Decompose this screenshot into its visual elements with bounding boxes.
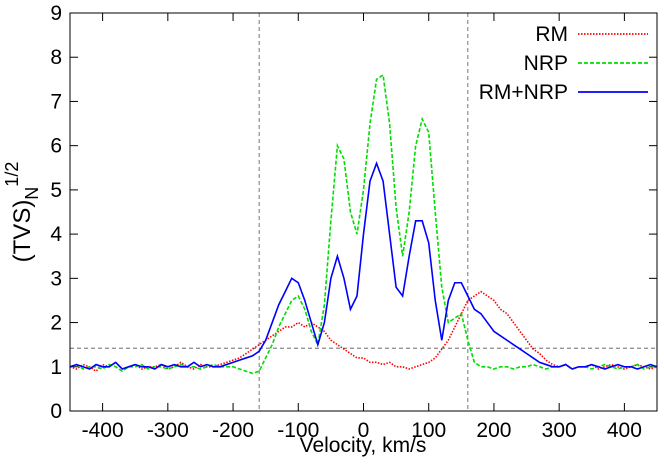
x-tick-label: 0 [358,419,370,442]
x-tick-label: -300 [147,419,189,442]
y-tick-label: 6 [50,135,62,158]
series-line [69,73,657,375]
x-tick-label: 300 [542,419,577,442]
legend-label: RM [535,23,568,46]
y-label-sup: 1/2 [2,162,22,187]
x-tick-label: -100 [277,419,319,442]
x-tick-label: -400 [82,419,124,442]
y-tick-label: 0 [50,400,62,423]
y-label-sub: N [22,187,42,200]
x-tick-label: 200 [476,419,511,442]
x-tick-label: -200 [212,419,254,442]
legend-label: NRP [524,52,568,75]
y-tick-label: 9 [50,2,62,25]
y-tick-label: 2 [50,312,62,335]
x-axis-label: Velocity, km/s [300,434,427,457]
series-line [69,290,658,373]
x-tick-label: 100 [411,419,446,442]
y-axis-label: (TVS)N1/2 [2,162,42,263]
y-tick-label: 8 [50,46,62,69]
x-tick-label: 400 [607,419,642,442]
plot-frame [69,12,658,412]
y-tick-label: 1 [50,356,62,379]
y-tick-label: 7 [50,90,62,113]
y-tick-label: 4 [50,223,62,246]
legend-label: RM+NRP [479,81,568,104]
y-tick-label: 5 [50,179,62,202]
y-tick-label: 3 [50,267,62,290]
series-line [69,161,658,370]
y-label-base: (TVS) [9,200,36,263]
